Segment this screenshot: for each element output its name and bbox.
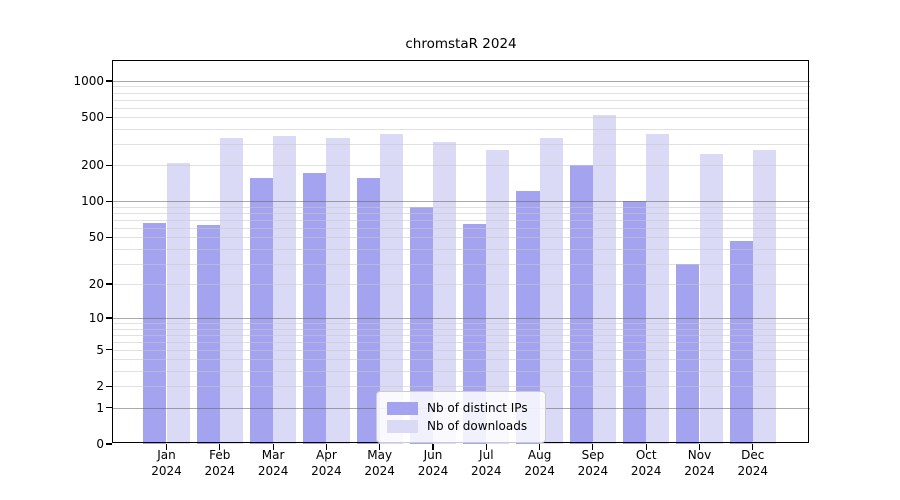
gridline-minor-300	[113, 144, 810, 146]
y-tick-20	[106, 283, 112, 285]
x-tick-label-apr: Apr 2024	[311, 448, 342, 478]
bar-aug-distinct-ips	[516, 191, 540, 444]
y-tick-label-50: 50	[88, 230, 104, 245]
bar-sep-distinct-ips	[569, 164, 593, 444]
y-tick-10	[106, 317, 112, 319]
bar-nov-distinct-ips	[676, 263, 700, 444]
chart-title: chromstaR 2024	[405, 36, 517, 52]
bar-apr-distinct-ips	[303, 173, 327, 444]
x-tick-may	[379, 444, 381, 450]
x-tick-nov	[698, 444, 701, 450]
bar-jun-distinct-ips	[409, 206, 433, 444]
y-tick-200	[106, 164, 112, 166]
x-tick-label-nov: Nov 2024	[684, 448, 715, 478]
x-tick-label-aug: Aug 2024	[524, 448, 555, 478]
x-tick-label-jan: Jan 2024	[151, 448, 182, 478]
bar-oct-distinct-ips	[623, 201, 647, 444]
y-tick-label-10: 10	[88, 310, 104, 325]
y-tick-2	[106, 385, 112, 387]
x-tick-dec	[752, 444, 754, 450]
bar-jan-downloads	[166, 162, 190, 444]
x-tick-jun	[432, 444, 434, 450]
y-tick-500	[106, 116, 112, 118]
x-tick-jan	[165, 444, 168, 450]
gridline-minor-900	[113, 86, 810, 88]
bar-feb-distinct-ips	[196, 225, 220, 444]
y-tick-0	[106, 443, 112, 445]
bar-sep-downloads	[592, 115, 617, 444]
x-tick-feb	[219, 444, 221, 450]
y-tick-label-100: 100	[81, 194, 104, 209]
y-tick-5	[106, 349, 112, 351]
x-tick-aug	[539, 444, 541, 450]
bar-jul-downloads	[486, 149, 510, 444]
bar-nov-downloads	[699, 153, 723, 444]
legend-label-downloads: Nb of downloads	[427, 419, 528, 433]
bar-may-downloads	[379, 134, 403, 444]
x-tick-oct	[645, 444, 647, 450]
y-tick-1000	[106, 80, 112, 82]
legend-swatch-downloads	[387, 419, 418, 433]
y-tick-label-200: 200	[81, 158, 104, 173]
x-tick-label-oct: Oct 2024	[630, 448, 662, 478]
x-tick-jul	[485, 444, 487, 450]
bar-aug-downloads	[539, 138, 563, 444]
y-tick-100	[106, 200, 112, 203]
y-tick-label-0: 0	[96, 437, 104, 451]
y-tick-label-1000: 1000	[73, 73, 104, 88]
bar-mar-distinct-ips	[249, 177, 274, 444]
bar-jan-distinct-ips	[143, 223, 167, 444]
bar-mar-downloads	[273, 136, 297, 444]
y-tick-label-5: 5	[96, 342, 104, 357]
gridline-minor-400	[113, 129, 810, 131]
legend-label-distinct-ips: Nb of distinct IPs	[427, 401, 528, 415]
legend-item-distinct-ips: Nb of distinct IPs	[387, 400, 535, 416]
y-tick-1	[106, 406, 112, 409]
bar-dec-downloads	[752, 149, 776, 444]
x-tick-label-mar: Mar 2024	[257, 448, 289, 478]
gridline-minor-600	[113, 107, 810, 109]
y-tick-label-1: 1	[96, 400, 104, 415]
bar-jul-distinct-ips	[463, 223, 487, 444]
legend-item-downloads: Nb of downloads	[387, 418, 535, 434]
x-tick-label-dec: Dec 2024	[737, 448, 769, 478]
x-tick-label-may: May 2024	[364, 448, 395, 478]
x-tick-apr	[325, 444, 327, 450]
legend-swatch-distinct-ips	[387, 401, 418, 415]
x-tick-label-feb: Feb 2024	[204, 448, 236, 478]
y-tick-50	[106, 236, 112, 238]
x-tick-label-jun: Jun 2024	[417, 448, 449, 478]
bar-oct-downloads	[646, 134, 670, 444]
bar-may-distinct-ips	[356, 177, 380, 444]
gridline-major-1000	[113, 80, 810, 82]
bar-dec-distinct-ips	[729, 240, 753, 444]
y-tick-label-20: 20	[88, 277, 104, 291]
bar-apr-downloads	[326, 138, 350, 444]
bar-jun-downloads	[433, 142, 457, 444]
x-tick-sep	[592, 444, 594, 450]
x-tick-mar	[272, 444, 274, 450]
y-tick-label-2: 2	[96, 379, 104, 394]
gridline-minor-500	[113, 117, 810, 119]
gridline-minor-700	[113, 99, 810, 101]
bar-feb-downloads	[219, 137, 243, 444]
legend: Nb of distinct IPs Nb of downloads	[376, 391, 546, 443]
gridline-minor-800	[113, 92, 810, 94]
x-tick-label-sep: Sep 2024	[577, 448, 609, 478]
x-tick-label-jul: Jul 2024	[471, 448, 502, 478]
y-tick-label-500: 500	[81, 110, 104, 125]
